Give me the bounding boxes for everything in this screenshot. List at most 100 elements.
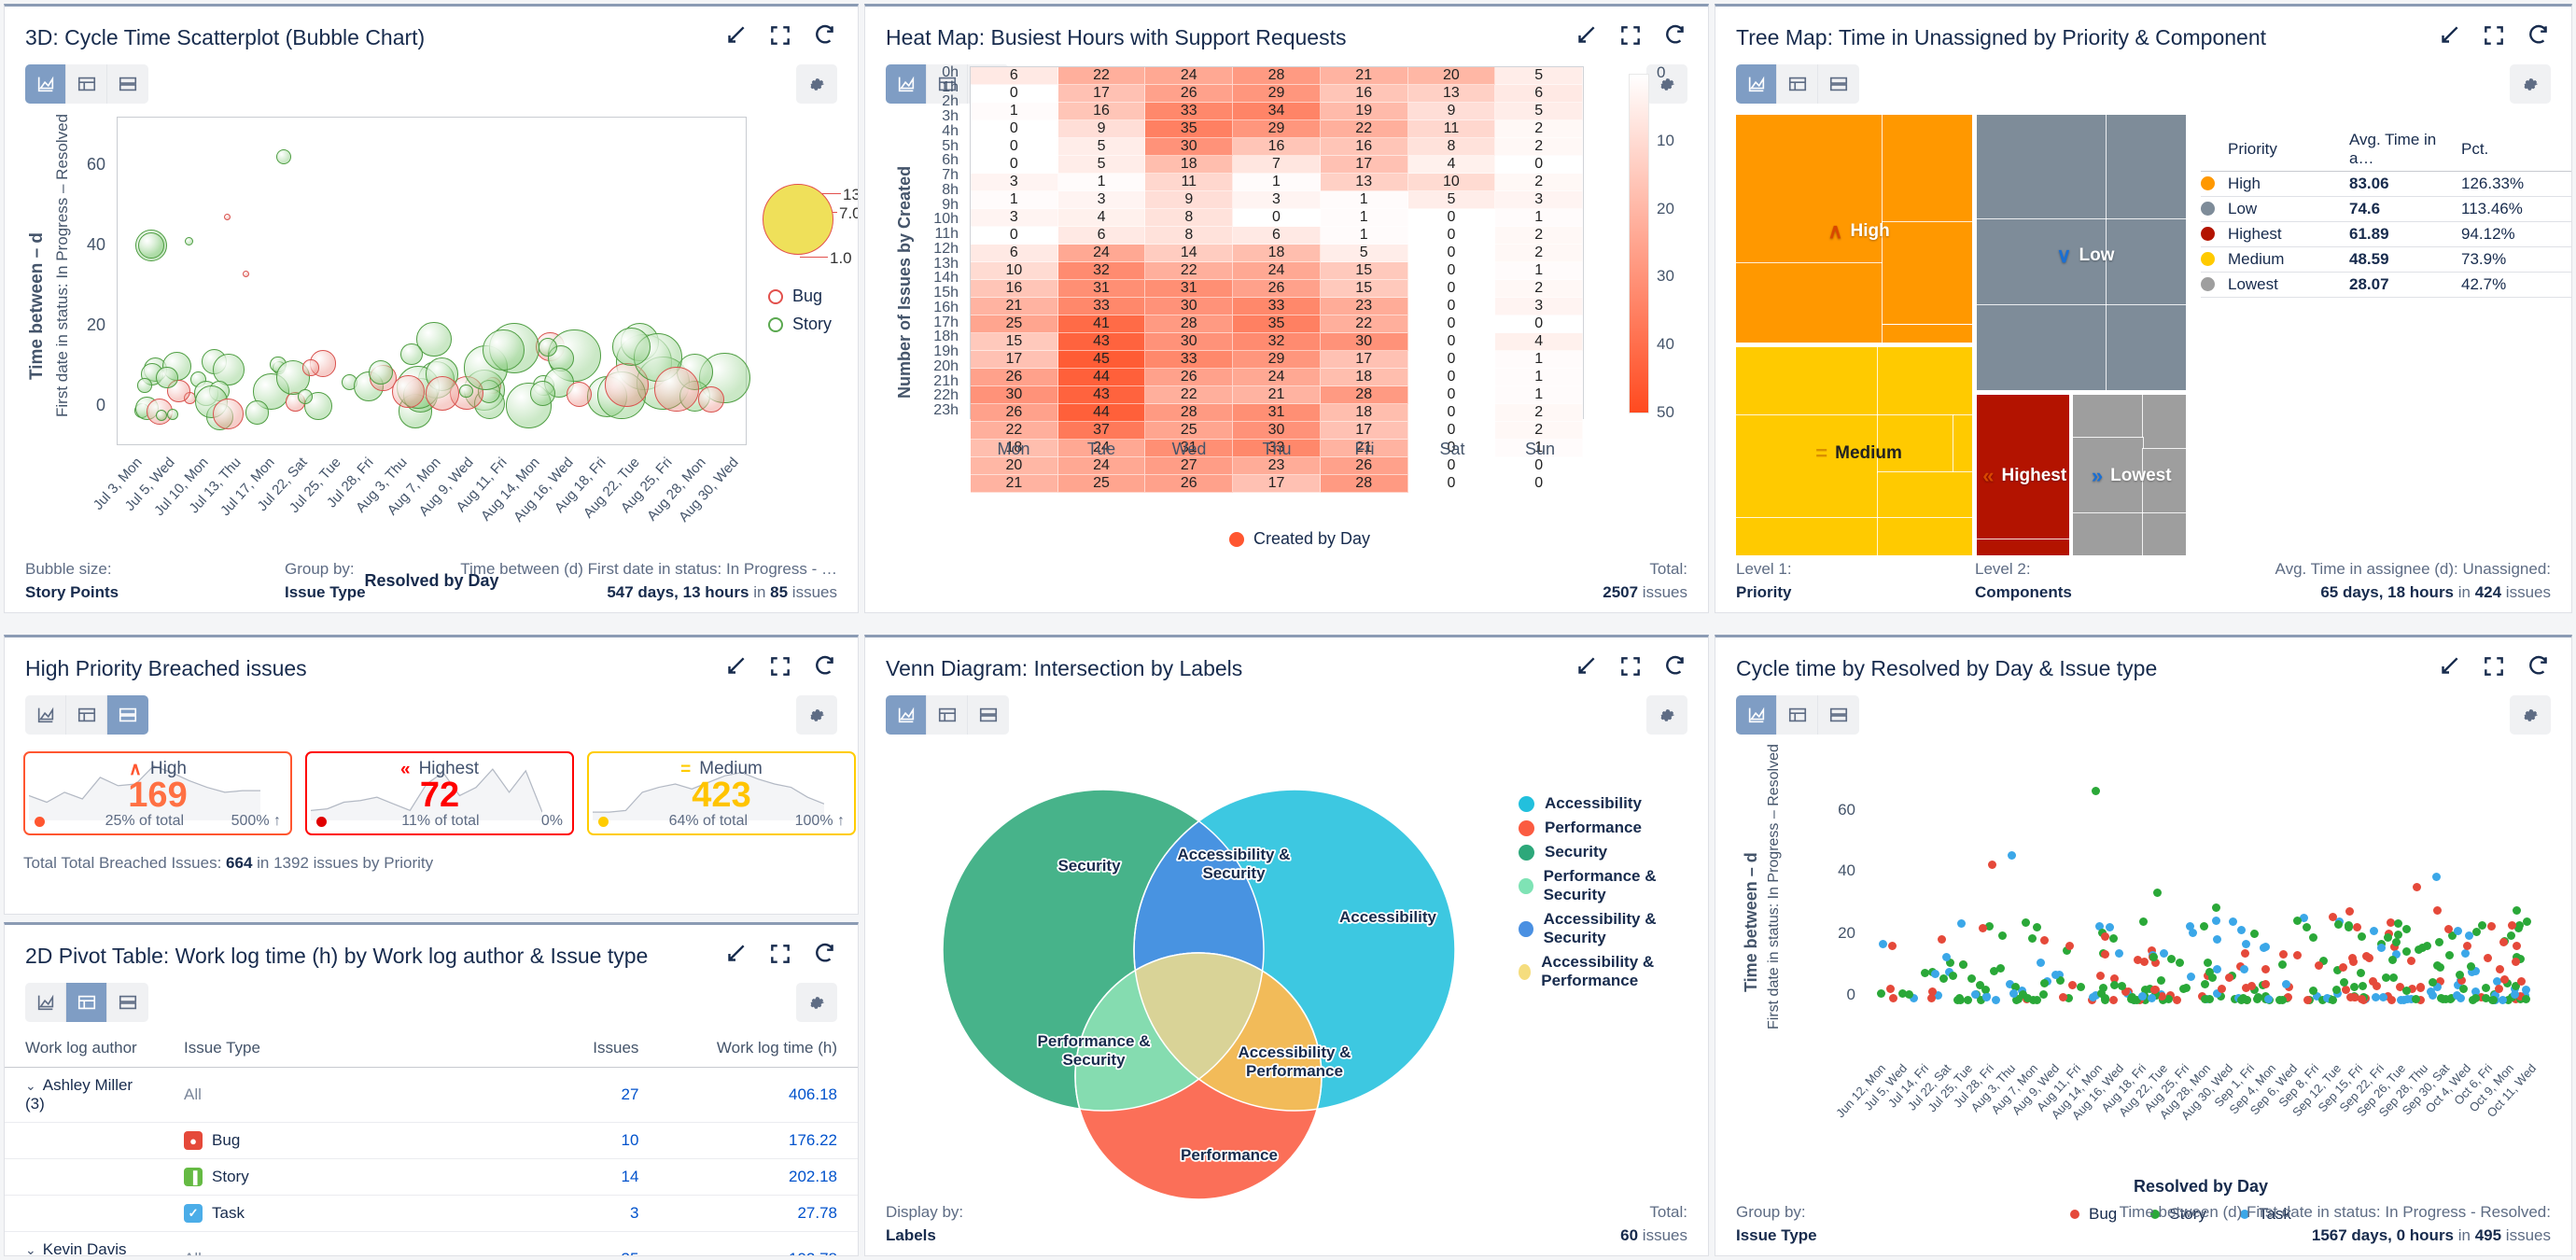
heatmap-cell[interactable]: 24	[1057, 457, 1146, 475]
bubble-point-bug[interactable]	[425, 376, 460, 411]
treemap-tile-lowest[interactable]	[2141, 512, 2187, 556]
gear-icon[interactable]	[1646, 695, 1687, 735]
breached-card-highest[interactable]: « Highest 72 11% of total 0%	[305, 751, 574, 835]
collapse-icon[interactable]	[723, 942, 748, 971]
heatmap-cell[interactable]: 22	[1320, 315, 1408, 333]
breached-card-medium[interactable]: = Medium 423 64% of total 100% ↑	[587, 751, 856, 835]
scatter-point-bug[interactable]	[2225, 973, 2234, 983]
scatter-point-bug[interactable]	[2218, 985, 2227, 994]
view-chart-button[interactable]	[25, 64, 66, 104]
heatmap-cell[interactable]: 18	[1145, 156, 1234, 174]
scatter-point-bug[interactable]	[2108, 995, 2118, 1004]
heatmap-cell[interactable]: 0	[971, 156, 1058, 174]
scatter-point-bug[interactable]	[2372, 981, 2381, 990]
table-row[interactable]: ✓ Task 3 27.78	[5, 1195, 858, 1232]
scatter-point-story[interactable]	[2097, 988, 2106, 998]
heatmap-cell[interactable]: 26	[1320, 457, 1408, 475]
bubble-point-bug[interactable]	[302, 359, 319, 376]
heatmap-cell[interactable]: 8	[1145, 209, 1234, 227]
scatter-point-story[interactable]	[1905, 990, 1914, 1000]
scatter-point-bug[interactable]	[2512, 942, 2521, 951]
heatmap-cell[interactable]: 0	[1407, 333, 1496, 351]
scatter-point-story[interactable]	[2383, 933, 2392, 943]
scatter-point-bug[interactable]	[2293, 951, 2303, 960]
heatmap-cell[interactable]: 26	[971, 404, 1058, 422]
scatter-point-story[interactable]	[1997, 931, 2007, 941]
fullscreen-icon[interactable]	[1618, 23, 1643, 52]
scatter-point-story[interactable]	[2151, 990, 2161, 1000]
fullscreen-icon[interactable]	[2482, 654, 2506, 683]
treemap-tile-high[interactable]	[1881, 114, 1974, 223]
scatter-point-story[interactable]	[2032, 995, 2041, 1004]
scatter-point-bug[interactable]	[2110, 974, 2120, 984]
scatter-point-outlier[interactable]	[2393, 918, 2402, 928]
bubble-point-story[interactable]	[368, 360, 393, 385]
scatter-point-story[interactable]	[2522, 917, 2531, 927]
scatter-point-story[interactable]	[2101, 995, 2110, 1004]
scatter-point-story[interactable]	[2512, 953, 2521, 961]
view-table-button[interactable]	[66, 983, 107, 1022]
treemap-tile-low[interactable]	[2105, 303, 2187, 391]
heatmap-cell[interactable]: 37	[1057, 422, 1146, 440]
scatter-point-story[interactable]	[1963, 995, 1972, 1004]
heatmap-cell[interactable]: 18	[1320, 404, 1408, 422]
legend-item-task[interactable]: Task	[2239, 1205, 2291, 1224]
scatter-point-bug[interactable]	[2413, 883, 2422, 892]
heatmap-cell[interactable]: 6	[1495, 85, 1583, 103]
heatmap-cell[interactable]: 33	[1145, 103, 1234, 120]
scatter-point-bug[interactable]	[2121, 987, 2130, 996]
scatter-point-bug[interactable]	[2241, 983, 2250, 992]
scatter-point-story[interactable]	[2039, 978, 2049, 987]
heatmap-cell[interactable]: 3	[1495, 191, 1583, 209]
scatter-point-task[interactable]	[1970, 989, 1980, 999]
scatter-point-task[interactable]	[1941, 953, 1951, 962]
heatmap-cell[interactable]: 8	[1407, 138, 1496, 156]
bubble-point-bug[interactable]	[392, 375, 425, 408]
scatter-point-task[interactable]	[2313, 991, 2322, 1001]
heatmap-cell[interactable]: 29	[1233, 85, 1321, 103]
heatmap-cell[interactable]: 30	[1320, 333, 1408, 351]
heatmap-cell[interactable]: 1	[1233, 174, 1321, 191]
scatter-point-story[interactable]	[2516, 954, 2526, 963]
heatmap-cell[interactable]: 3	[1495, 298, 1583, 315]
scatter-point-story[interactable]	[2433, 960, 2443, 970]
scatter-point-story[interactable]	[2488, 995, 2498, 1004]
scatter-point-task[interactable]	[2147, 994, 2156, 1003]
scatter-point-task[interactable]	[2376, 944, 2386, 953]
scatter-point-story[interactable]	[2200, 980, 2209, 989]
heatmap-cell[interactable]: 31	[1057, 280, 1146, 298]
scatter-point-bug[interactable]	[1978, 923, 1987, 932]
scatter-point-story[interactable]	[1898, 988, 1908, 998]
scatter-point-story[interactable]	[2149, 953, 2159, 962]
scatter-point-bug[interactable]	[2476, 993, 2485, 1002]
view-chart-button[interactable]	[886, 64, 927, 104]
heatmap-cell[interactable]: 0	[971, 227, 1058, 245]
scatter-point-bug[interactable]	[1886, 984, 1896, 993]
heatmap-cell[interactable]: 30	[1145, 333, 1234, 351]
heatmap-cell[interactable]: 33	[1145, 351, 1234, 369]
scatter-point-story[interactable]	[2332, 965, 2342, 974]
scatter-point-task[interactable]	[2432, 872, 2442, 881]
heatmap-cell[interactable]: 29	[1233, 120, 1321, 138]
heatmap-cell[interactable]: 2	[1495, 120, 1583, 138]
scatter-point-story[interactable]	[2309, 933, 2318, 943]
scatter-point-task[interactable]	[2114, 949, 2123, 959]
scatter-point-story[interactable]	[2176, 958, 2185, 967]
scatter-point-story[interactable]	[2357, 931, 2366, 941]
treemap-tile-lowest[interactable]	[2141, 448, 2187, 515]
scatter-point-bug[interactable]	[1937, 935, 1946, 945]
bubble-point-bug[interactable]	[212, 399, 244, 430]
scatter-point-task[interactable]	[1981, 993, 1991, 1002]
scatter-point-story[interactable]	[2205, 995, 2215, 1004]
scatter-point-story[interactable]	[2401, 986, 2411, 995]
scatter-point-story[interactable]	[2514, 923, 2524, 932]
scatter-point-story[interactable]	[2466, 961, 2475, 971]
treemap-tile-highest[interactable]	[1975, 538, 2070, 556]
treemap-tile-high[interactable]	[1881, 323, 1974, 343]
heatmap-cell[interactable]: 44	[1057, 404, 1146, 422]
heatmap-cell[interactable]: 28	[1320, 386, 1408, 404]
heatmap-cell[interactable]: 0	[971, 120, 1058, 138]
heatmap-cell[interactable]: 24	[1233, 262, 1321, 280]
view-chart-button[interactable]	[886, 695, 927, 735]
bubble-point-bug[interactable]	[653, 367, 699, 412]
